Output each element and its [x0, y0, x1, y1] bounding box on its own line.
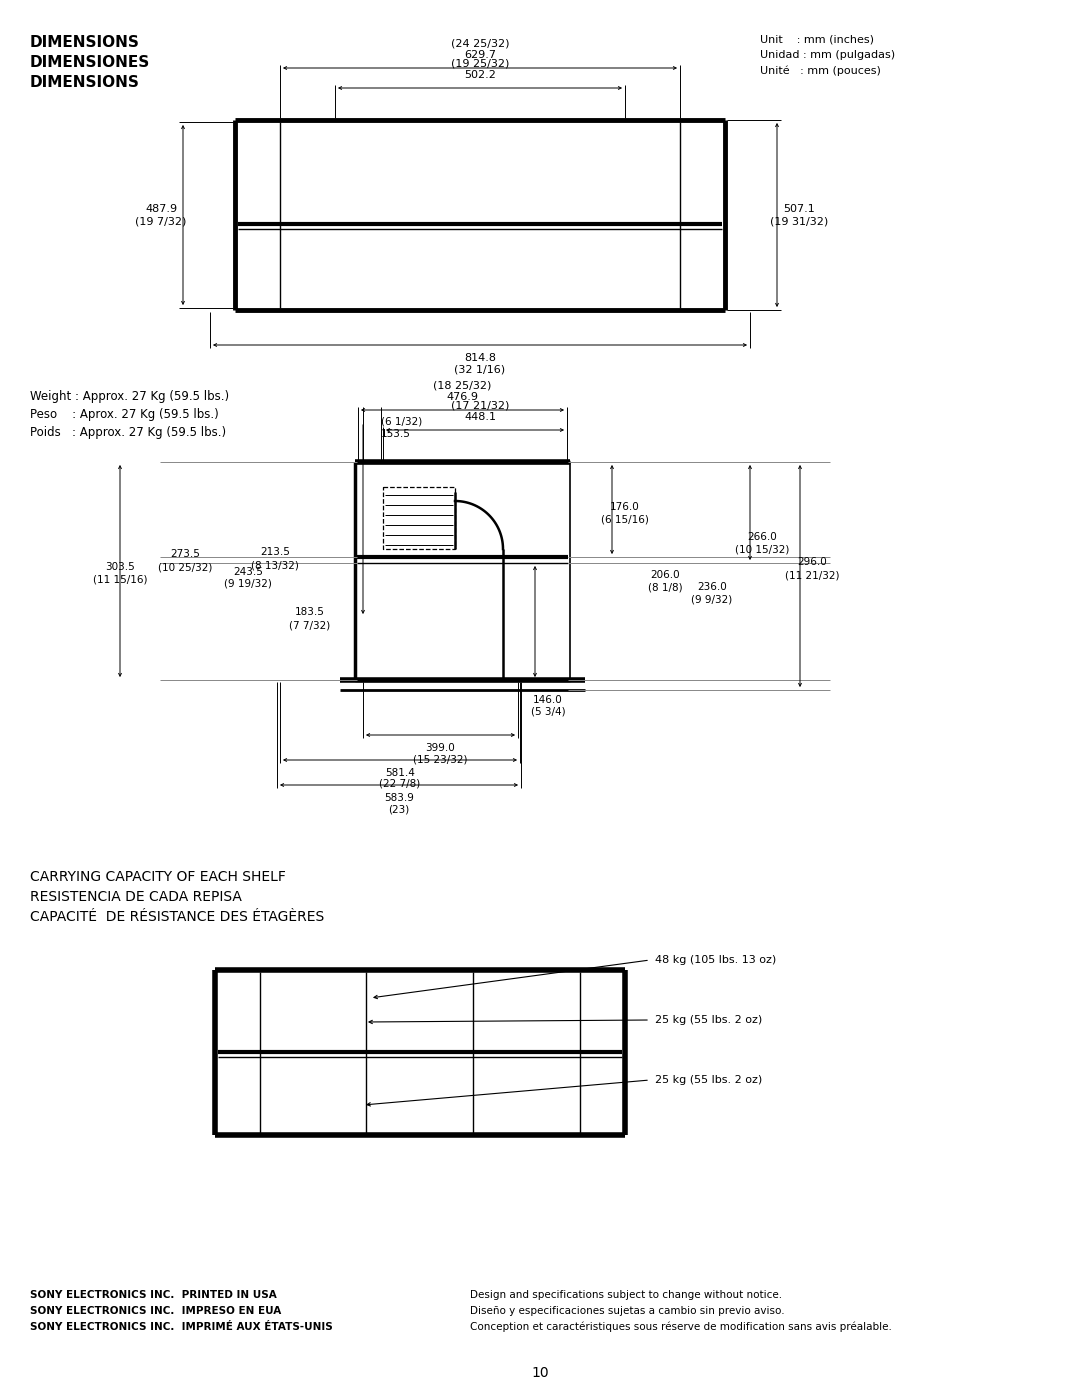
- Text: 146.0: 146.0: [534, 694, 563, 705]
- Text: 814.8: 814.8: [464, 353, 496, 363]
- Text: Conception et caractéristiques sous réserve de modification sans avis préalable.: Conception et caractéristiques sous rése…: [470, 1322, 892, 1333]
- Text: Unidad : mm (pulgadas): Unidad : mm (pulgadas): [760, 50, 895, 60]
- Text: (9 19/32): (9 19/32): [224, 578, 272, 590]
- Text: CARRYING CAPACITY OF EACH SHELF: CARRYING CAPACITY OF EACH SHELF: [30, 870, 286, 884]
- Text: 25 kg (55 lbs. 2 oz): 25 kg (55 lbs. 2 oz): [654, 1076, 762, 1085]
- Text: (10 25/32): (10 25/32): [158, 562, 212, 571]
- Text: 25 kg (55 lbs. 2 oz): 25 kg (55 lbs. 2 oz): [654, 1016, 762, 1025]
- Text: 502.2: 502.2: [464, 70, 496, 80]
- Text: 296.0: 296.0: [797, 557, 827, 567]
- Text: Diseño y especificaciones sujetas a cambio sin previo aviso.: Diseño y especificaciones sujetas a camb…: [470, 1306, 785, 1316]
- Text: 176.0: 176.0: [610, 502, 639, 511]
- Text: Design and specifications subject to change without notice.: Design and specifications subject to cha…: [470, 1289, 782, 1301]
- Text: Peso    : Aprox. 27 Kg (59.5 lbs.): Peso : Aprox. 27 Kg (59.5 lbs.): [30, 408, 219, 420]
- Text: 476.9: 476.9: [446, 393, 478, 402]
- Text: RESISTENCIA DE CADA REPISA: RESISTENCIA DE CADA REPISA: [30, 890, 242, 904]
- Text: (7 7/32): (7 7/32): [289, 620, 330, 630]
- Text: (19 25/32): (19 25/32): [450, 59, 509, 68]
- Text: 266.0: 266.0: [747, 532, 777, 542]
- Text: 48 kg (105 lbs. 13 oz): 48 kg (105 lbs. 13 oz): [654, 956, 777, 965]
- Text: (5 3/4): (5 3/4): [530, 707, 565, 717]
- Text: 183.5: 183.5: [295, 608, 325, 617]
- Text: Poids   : Approx. 27 Kg (59.5 lbs.): Poids : Approx. 27 Kg (59.5 lbs.): [30, 426, 226, 439]
- Text: 243.5: 243.5: [233, 567, 262, 577]
- Text: 303.5: 303.5: [105, 562, 135, 571]
- Text: Weight : Approx. 27 Kg (59.5 lbs.): Weight : Approx. 27 Kg (59.5 lbs.): [30, 390, 229, 402]
- Text: 487.9: 487.9: [145, 204, 177, 214]
- Text: (19 7/32): (19 7/32): [135, 217, 187, 226]
- Text: 629.7: 629.7: [464, 50, 496, 60]
- Text: (23): (23): [389, 805, 409, 814]
- Text: 10: 10: [531, 1366, 549, 1380]
- Bar: [383, 488, 455, 549]
- Text: DIMENSIONES: DIMENSIONES: [30, 54, 150, 70]
- Text: SONY ELECTRONICS INC.  IMPRESO EN EUA: SONY ELECTRONICS INC. IMPRESO EN EUA: [30, 1306, 281, 1316]
- Text: 213.5: 213.5: [260, 548, 289, 557]
- Text: (17 21/32): (17 21/32): [450, 401, 509, 411]
- Text: DIMENSIONS: DIMENSIONS: [30, 35, 140, 50]
- Text: CAPACITÉ  DE RÉSISTANCE DES ÉTAGÈRES: CAPACITÉ DE RÉSISTANCE DES ÉTAGÈRES: [30, 909, 324, 923]
- Text: 583.9: 583.9: [384, 793, 414, 803]
- Text: Unit    : mm (inches): Unit : mm (inches): [760, 35, 874, 45]
- Text: (15 23/32): (15 23/32): [414, 754, 468, 764]
- Text: (18 25/32): (18 25/32): [433, 381, 491, 391]
- Text: (22 7/8): (22 7/8): [379, 780, 420, 789]
- Text: Unité   : mm (pouces): Unité : mm (pouces): [760, 66, 881, 75]
- Text: 153.5: 153.5: [381, 429, 410, 439]
- Text: (8 1/8): (8 1/8): [648, 583, 683, 592]
- Text: 236.0: 236.0: [697, 583, 727, 592]
- Text: (19 31/32): (19 31/32): [770, 217, 828, 226]
- Text: SONY ELECTRONICS INC.  PRINTED IN USA: SONY ELECTRONICS INC. PRINTED IN USA: [30, 1289, 276, 1301]
- Text: (8 13/32): (8 13/32): [251, 560, 299, 570]
- Text: (6 1/32): (6 1/32): [381, 416, 422, 427]
- Text: (6 15/16): (6 15/16): [602, 515, 649, 525]
- Text: 273.5: 273.5: [170, 549, 200, 559]
- Text: (11 21/32): (11 21/32): [785, 570, 839, 580]
- Text: SONY ELECTRONICS INC.  IMPRIMÉ AUX ÉTATS-UNIS: SONY ELECTRONICS INC. IMPRIMÉ AUX ÉTATS-…: [30, 1322, 333, 1331]
- Text: 206.0: 206.0: [650, 570, 679, 580]
- Text: (32 1/16): (32 1/16): [455, 365, 505, 374]
- Text: (11 15/16): (11 15/16): [93, 576, 147, 585]
- Text: (24 25/32): (24 25/32): [450, 39, 510, 49]
- Text: 448.1: 448.1: [464, 412, 496, 422]
- Text: 581.4: 581.4: [386, 768, 415, 778]
- Text: (9 9/32): (9 9/32): [691, 594, 732, 604]
- Text: (10 15/32): (10 15/32): [734, 543, 789, 555]
- Text: 507.1: 507.1: [783, 204, 815, 214]
- Text: 399.0: 399.0: [426, 743, 456, 753]
- Text: DIMENSIONS: DIMENSIONS: [30, 75, 140, 89]
